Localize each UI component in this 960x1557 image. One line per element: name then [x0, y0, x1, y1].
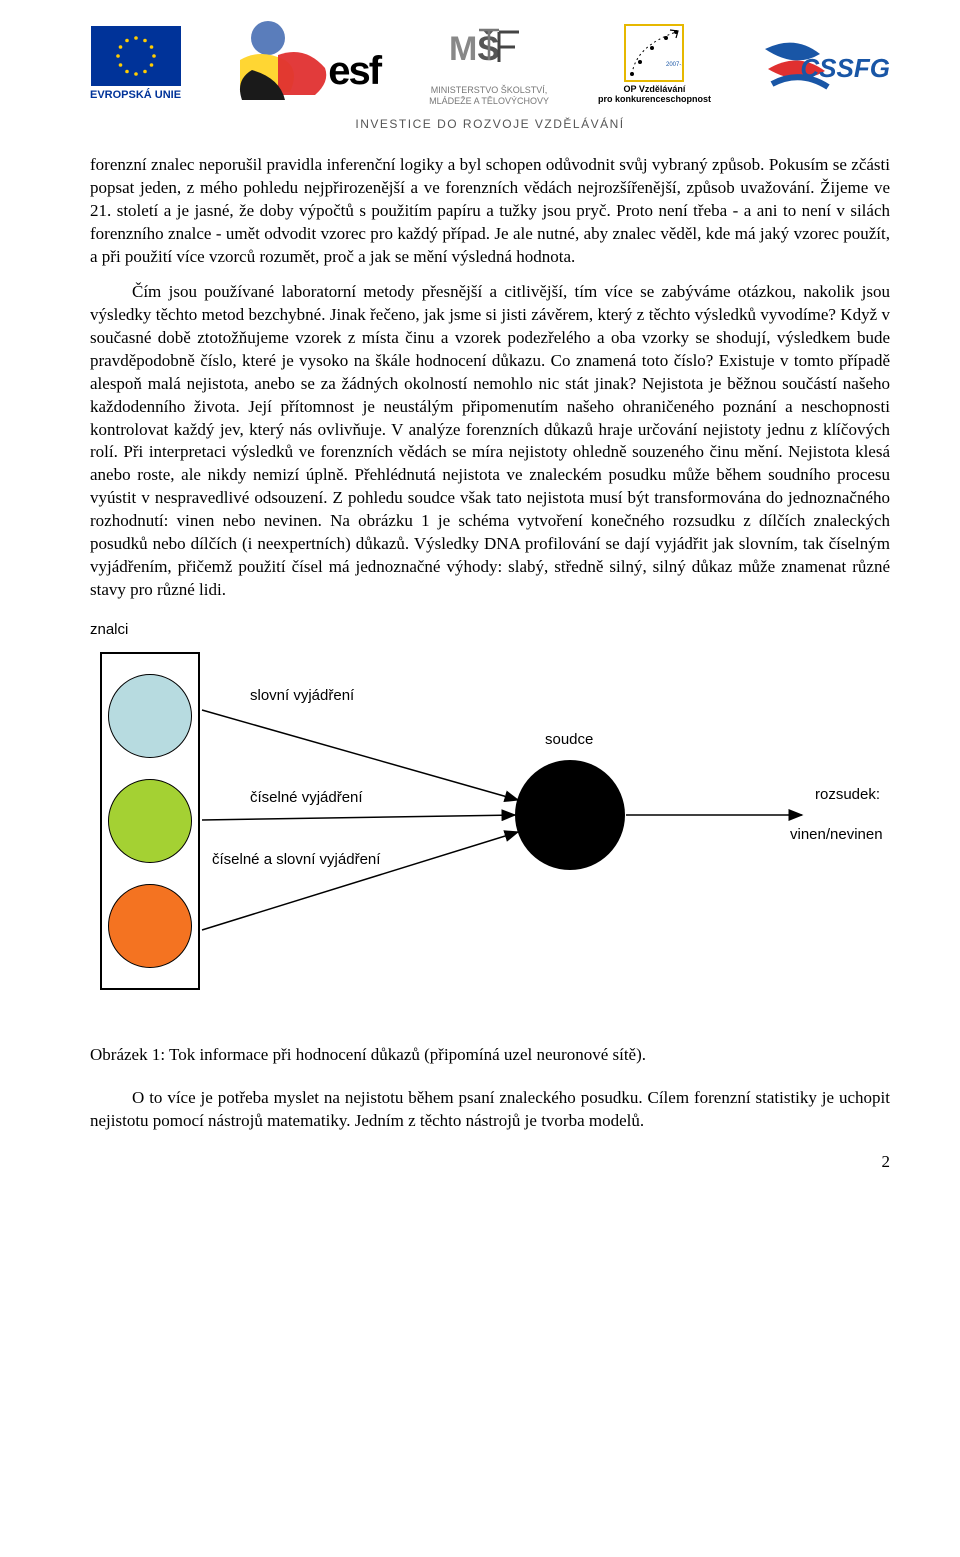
label-ciselne-slovni: číselné a slovní vyjádření: [212, 850, 380, 870]
circle-ciselne: [108, 779, 192, 863]
header-logo-row: EVROPSKÁ UNIE esf M Š MINISTERSTV: [90, 20, 890, 108]
logo-cssfg: CSSFG: [760, 29, 890, 99]
document-page: EVROPSKÁ UNIE esf M Š MINISTERSTV: [0, 0, 960, 1204]
esf-text: esf: [328, 44, 380, 98]
circle-soudce: [515, 760, 625, 870]
logo-msmt: M Š MINISTERSTVO ŠKOLSTVÍ, MLÁDEŽE A TĚL…: [429, 22, 549, 106]
msmt-line1: MINISTERSTVO ŠKOLSTVÍ,: [431, 85, 548, 95]
paragraph-3: O to více je potřeba myslet na nejistotu…: [90, 1087, 890, 1133]
znalci-box: [100, 652, 200, 990]
p1-text: forenzní znalec neporušil pravidla infer…: [90, 155, 890, 266]
figure-caption: Obrázek 1: Tok informace při hodnocení d…: [90, 1044, 890, 1067]
label-ciselne: číselné vyjádření: [250, 788, 363, 808]
op-icon: 2007-13: [624, 24, 684, 82]
msmt-icon: M Š: [449, 22, 529, 84]
msmt-label: MINISTERSTVO ŠKOLSTVÍ, MLÁDEŽE A TĚLOVÝC…: [429, 85, 549, 106]
page-number: 2: [90, 1151, 890, 1174]
diagram-arrows: [90, 620, 890, 1020]
msmt-line2: MLÁDEŽE A TĚLOVÝCHOVY: [429, 96, 549, 106]
eu-flag-icon: [91, 26, 181, 86]
eu-label: EVROPSKÁ UNIE: [90, 88, 181, 103]
paragraph-1: forenzní znalec neporušil pravidla infer…: [90, 154, 890, 269]
svg-text:M: M: [449, 30, 476, 68]
svg-text:2007-13: 2007-13: [666, 62, 682, 68]
op-line2: pro konkurenceschopnost: [598, 94, 711, 104]
investice-tagline: INVESTICE DO ROZVOJE VZDĚLÁVÁNÍ: [90, 116, 890, 132]
label-znalci: znalci: [90, 620, 128, 640]
label-rozsudek: rozsudek:: [815, 785, 880, 805]
label-vinen-nevinen: vinen/nevinen: [790, 825, 883, 845]
paragraph-2: Čím jsou používané laboratorní metody př…: [90, 281, 890, 602]
p2-text: Čím jsou používané laboratorní metody př…: [90, 282, 890, 599]
label-soudce: soudce: [545, 730, 593, 750]
diagram-figure-1: znalci slovní vyjádření číselné vyjádřen…: [90, 620, 890, 1020]
op-label: OP Vzdělávání pro konkurenceschopnost: [598, 85, 711, 105]
cssfg-text: CSSFG: [800, 51, 890, 86]
logo-eu: EVROPSKÁ UNIE: [90, 26, 181, 103]
circle-ciselne-slovni: [108, 884, 192, 968]
label-slovni: slovní vyjádření: [250, 686, 354, 706]
logo-op: 2007-13 OP Vzdělávání pro konkurencescho…: [598, 24, 711, 105]
logo-esf: esf: [230, 20, 380, 108]
op-line1: OP Vzdělávání: [624, 84, 686, 94]
circle-slovni: [108, 674, 192, 758]
p3-text: O to více je potřeba myslet na nejistotu…: [90, 1088, 890, 1130]
